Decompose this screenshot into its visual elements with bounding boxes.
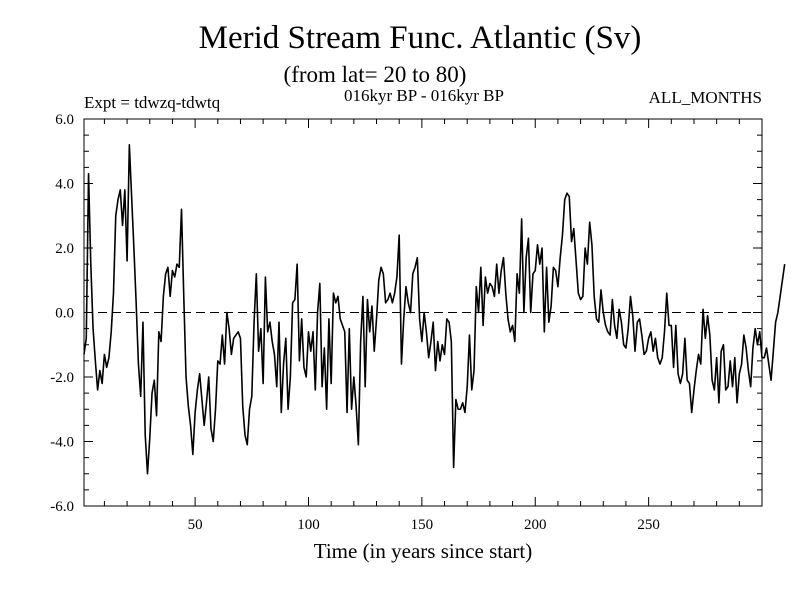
y-tick-label: -2.0 (50, 370, 74, 386)
experiment-label: Expt = tdwzq-tdwtq (84, 93, 221, 112)
x-tick-label: 250 (637, 517, 660, 533)
x-tick-label: 100 (297, 517, 320, 533)
x-tick-label: 50 (188, 517, 203, 533)
y-tick-label: 2.0 (55, 241, 74, 257)
months-label: ALL_MONTHS (649, 88, 762, 107)
chart-title: Merid Stream Func. Atlantic (Sv) (199, 20, 642, 56)
x-tick-label: 150 (411, 517, 434, 533)
y-tick-label: 0.0 (55, 306, 74, 322)
x-axis: 50 100 150 200 250 (103, 119, 763, 533)
period-label: 016kyr BP - 016kyr BP (344, 86, 504, 105)
y-tick-label: 6.0 (55, 112, 74, 128)
series-line (83, 144, 786, 475)
x-axis-label: Time (in years since start) (314, 539, 533, 563)
chart-subtitle: (from lat= 20 to 80) (284, 62, 467, 87)
y-tick-label: 4.0 (55, 177, 74, 193)
x-tick-label: 200 (524, 517, 547, 533)
y-tick-label: -6.0 (50, 499, 74, 515)
y-axis: -6.0 -4.0 -2.0 0.0 2.0 4.0 6.0 (50, 112, 762, 515)
y-tick-label: -4.0 (50, 435, 74, 451)
